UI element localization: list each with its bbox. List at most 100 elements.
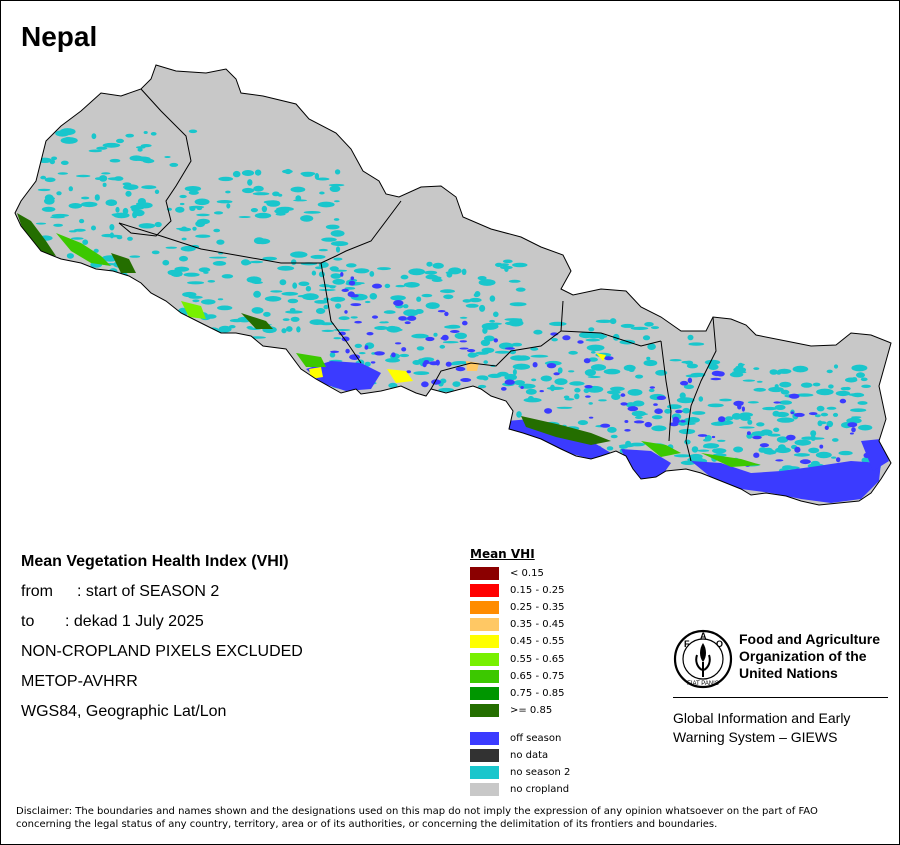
no-season-2-patch	[192, 226, 197, 231]
off-season-dot	[675, 409, 683, 414]
no-season-2-patch	[330, 230, 345, 237]
no-season-2-patch	[354, 343, 362, 348]
no-season-2-patch	[333, 337, 342, 340]
off-season-dot	[839, 398, 847, 404]
no-season-2-patch	[127, 236, 133, 241]
no-season-2-patch	[756, 380, 763, 383]
off-season-dot	[394, 342, 402, 345]
no-season-2-patch	[63, 316, 74, 320]
no-season-2-patch	[35, 315, 48, 319]
off-season-dot	[492, 398, 499, 402]
no-season-2-patch	[685, 374, 702, 378]
vhi-high-patch	[56, 233, 111, 266]
no-season-2-patch	[687, 334, 694, 341]
no-season-2-patch	[497, 445, 512, 449]
off-season-dot	[520, 386, 524, 389]
no-season-2-patch	[249, 260, 264, 264]
no-season-2-patch	[303, 211, 321, 214]
off-season-dot	[654, 408, 663, 415]
no-season-2-patch	[346, 263, 357, 268]
no-season-2-patch	[499, 439, 511, 444]
no-season-2-patch	[717, 439, 726, 442]
no-season-2-patch	[318, 322, 335, 326]
no-season-2-patch	[364, 300, 371, 304]
legend-swatch	[470, 732, 499, 745]
legend-label: >= 0.85	[510, 704, 553, 716]
no-season-2-patch	[443, 294, 454, 300]
no-season-2-patch	[246, 276, 262, 284]
legend-item: off season	[470, 732, 610, 746]
no-season-2-patch	[272, 191, 280, 197]
legend-label: no data	[510, 750, 549, 761]
no-season-2-patch	[628, 368, 635, 372]
no-season-2-patch	[253, 185, 264, 192]
no-season-2-patch	[221, 274, 234, 279]
no-season-2-patch	[683, 418, 693, 424]
no-season-2-patch	[314, 173, 320, 180]
no-season-2-patch	[229, 318, 245, 323]
legend-label: off season	[510, 733, 562, 744]
fao-logo: F A O FIAT PANIS	[673, 629, 733, 689]
off-season-dot	[752, 435, 762, 440]
no-season-2-patch	[338, 316, 350, 321]
off-season-dot	[462, 320, 468, 326]
no-season-2-patch	[85, 283, 97, 289]
no-season-2-patch	[364, 361, 371, 367]
no-season-2-patch	[325, 224, 340, 230]
no-season-2-patch	[489, 319, 495, 323]
no-season-2-patch	[125, 133, 134, 138]
no-season-2-patch	[81, 196, 90, 200]
no-season-2-patch	[669, 359, 682, 362]
off-season-dot	[455, 366, 466, 372]
no-season-2-patch	[276, 206, 294, 212]
no-season-2-patch	[673, 454, 692, 458]
no-season-2-patch	[703, 438, 710, 442]
no-season-2-patch	[742, 379, 756, 382]
legend-swatch	[470, 601, 499, 615]
no-season-2-patch	[607, 426, 617, 433]
no-season-2-patch	[753, 367, 760, 370]
no-season-2-patch	[860, 377, 868, 382]
no-season-2-patch	[574, 387, 581, 393]
no-season-2-patch	[98, 175, 108, 182]
no-season-2-patch	[212, 261, 227, 266]
no-season-2-patch	[217, 298, 224, 301]
no-season-2-patch	[44, 177, 56, 183]
no-season-2-patch	[606, 390, 621, 395]
vhi-mid-patch	[309, 367, 323, 379]
no-season-2-patch	[556, 406, 573, 409]
no-season-2-patch	[189, 206, 196, 211]
no-season-2-patch	[281, 328, 287, 334]
no-season-2-patch	[73, 228, 86, 232]
no-season-2-patch	[53, 268, 70, 271]
no-season-2-patch	[684, 439, 691, 445]
no-season-2-patch	[503, 436, 512, 443]
no-season-2-patch	[282, 318, 290, 321]
no-season-2-patch	[91, 133, 97, 140]
off-season-dot	[349, 354, 361, 360]
no-season-2-patch	[413, 371, 430, 375]
no-season-2-patch	[475, 351, 489, 355]
no-season-2-patch	[518, 318, 523, 325]
legend-item: 0.45 - 0.55	[470, 635, 610, 649]
no-season-2-patch	[281, 291, 299, 296]
no-season-2-patch	[125, 190, 132, 197]
legend-label: 0.45 - 0.55	[510, 636, 565, 648]
no-season-2-patch	[819, 421, 827, 425]
vhi-mid-patch	[387, 369, 413, 383]
off-season-dot	[851, 427, 856, 433]
no-season-2-patch	[513, 380, 526, 386]
info-note: NON-CROPLAND PIXELS EXCLUDED	[21, 643, 303, 660]
info-sensor: METOP-AVHRR	[21, 673, 138, 690]
no-season-2-patch	[181, 237, 187, 241]
no-season-2-patch	[285, 310, 303, 314]
no-season-2-patch	[35, 222, 47, 225]
no-season-2-patch	[334, 200, 340, 203]
no-season-2-patch	[203, 271, 209, 274]
off-season-dot	[493, 338, 498, 343]
no-season-2-patch	[712, 448, 727, 454]
no-season-2-patch	[166, 316, 181, 320]
disclaimer: Disclaimer: The boundaries and names sho…	[16, 806, 818, 830]
no-season-2-patch	[60, 137, 78, 144]
no-season-2-patch	[194, 198, 210, 206]
